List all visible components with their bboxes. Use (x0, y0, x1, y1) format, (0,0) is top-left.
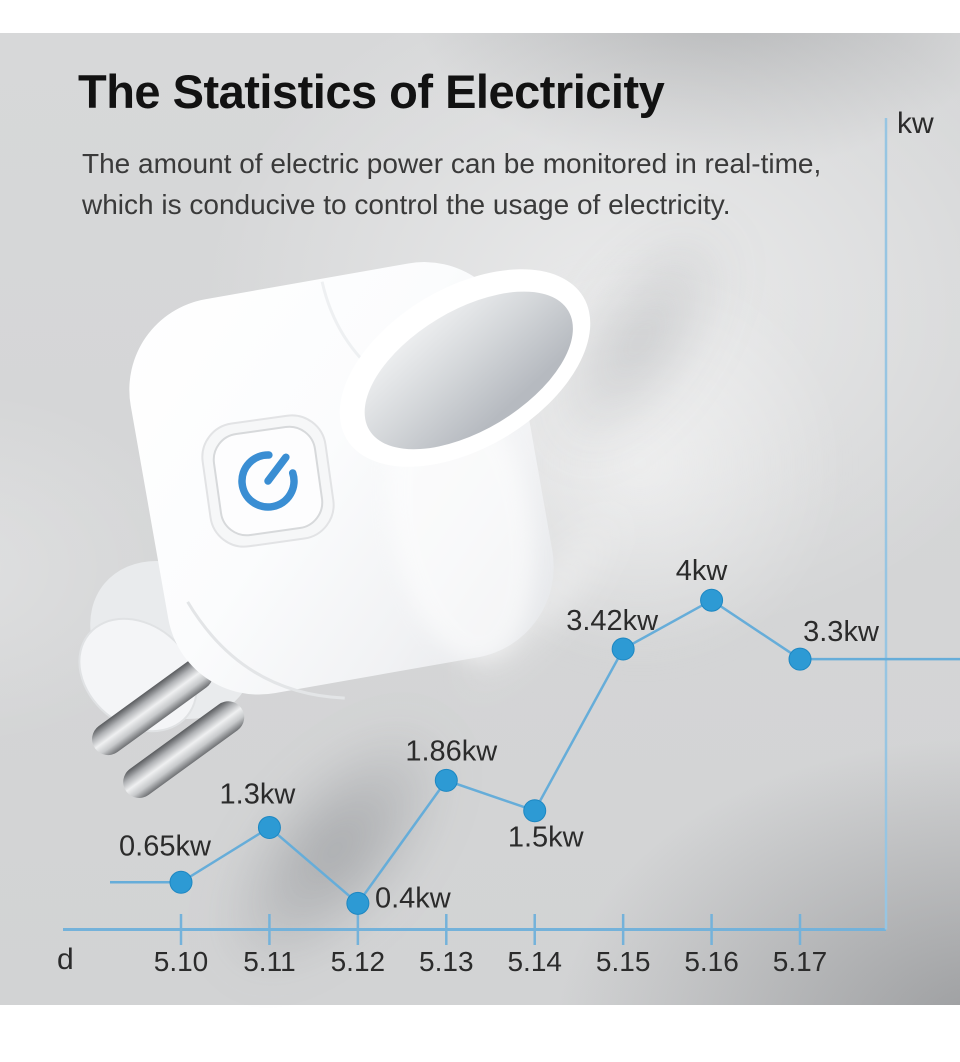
smart-plug-image (78, 262, 591, 798)
subtitle: The amount of electric power can be moni… (82, 143, 821, 225)
power-icon-stick (264, 453, 290, 485)
subtitle-line-2: which is conducive to control the usage … (82, 189, 731, 220)
subtitle-line-1: The amount of electric power can be moni… (82, 148, 822, 179)
power-icon (238, 451, 298, 511)
socket-opening (364, 291, 573, 450)
page-title: The Statistics of Electricity (78, 65, 665, 118)
